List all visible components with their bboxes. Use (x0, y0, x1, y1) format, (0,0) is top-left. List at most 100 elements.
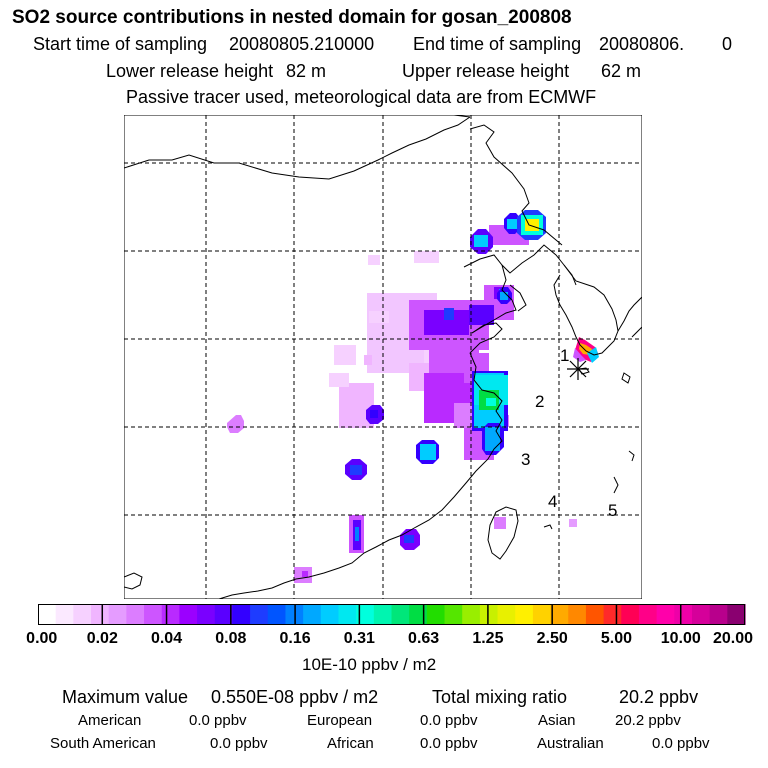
colorbar (38, 604, 746, 625)
plume-high (485, 427, 500, 451)
coastline (487, 506, 519, 560)
colorbar-swatch (638, 604, 658, 625)
plume-spot (507, 219, 517, 229)
region-value: 0.0 ppbv (652, 735, 710, 752)
plume-spot (355, 527, 359, 541)
colorbar-swatch (197, 604, 216, 625)
colorbar-swatch (603, 604, 622, 625)
plume-spot (569, 519, 577, 527)
region-labels: 1 2 3 4 5 (521, 346, 617, 520)
total-mixing-label: Total mixing ratio (432, 687, 568, 707)
plume-spot (420, 444, 436, 460)
colorbar-swatch (38, 604, 57, 625)
grid-layer (124, 115, 642, 599)
region-name: South American (50, 735, 156, 752)
colorbar-swatch (674, 604, 693, 625)
region-label-2: 2 (535, 392, 544, 411)
colorbar-swatch (426, 604, 446, 625)
colorbar-swatch (338, 604, 357, 625)
figure-title: SO2 source contributions in nested domai… (12, 7, 572, 28)
colorbar-swatch (497, 604, 516, 625)
lower-height-label: Lower release height (106, 61, 274, 81)
colorbar-swatch (108, 604, 127, 625)
colorbar-swatch (179, 604, 198, 625)
plume-spot (474, 235, 488, 247)
plume-core (444, 308, 454, 320)
colorbar-swatch (55, 604, 74, 625)
colorbar-swatch (214, 604, 234, 625)
end-time-suffix: 0 (722, 34, 733, 54)
colorbar-swatch (727, 604, 746, 625)
colorbar-swatch (550, 604, 569, 625)
coastline (613, 476, 619, 494)
coastline (124, 572, 143, 590)
colorbar-swatch (479, 604, 499, 625)
region-name: European (307, 712, 373, 729)
colorbar-swatch (320, 604, 340, 625)
colorbar-swatch (144, 604, 163, 625)
upper-height-label: Upper release height (402, 61, 570, 81)
lower-height-value: 82 m (286, 61, 327, 81)
plume-spot (500, 292, 508, 300)
region-name: Australian (537, 735, 604, 752)
end-time-value: 20080806. (599, 34, 685, 54)
coastline (631, 326, 642, 338)
colorbar-tick-label: 1.25 (472, 630, 504, 647)
colorbar-swatch (709, 604, 728, 625)
border-line (453, 115, 471, 118)
colorbar-swatch (373, 604, 393, 625)
colorbar-swatch (656, 604, 675, 625)
colorbar-swatch (391, 604, 410, 625)
coastline (543, 524, 553, 530)
coastline (469, 322, 503, 354)
colorbar-swatch (532, 604, 552, 625)
region-label-5: 5 (608, 501, 617, 520)
colorbar-swatch (303, 604, 322, 625)
colorbar-units: 10E-10 ppbv / m2 (302, 655, 437, 674)
region-value: 0.0 ppbv (189, 712, 247, 729)
border-line (469, 124, 563, 246)
coastline (617, 296, 642, 332)
colorbar-swatch (356, 604, 375, 625)
border-line (124, 116, 471, 180)
colorbar-tick-label: 0.00 (26, 630, 58, 647)
plume-faint (414, 251, 439, 263)
colorbar-swatches (38, 604, 746, 625)
plume-spot (364, 355, 372, 365)
colorbar-swatch (462, 604, 481, 625)
colorbar-swatch (444, 604, 463, 625)
tracer-note: Passive tracer used, meteorological data… (126, 87, 597, 107)
plume-core (454, 403, 474, 428)
coastline (509, 284, 527, 312)
plume-core (469, 305, 494, 325)
plume-korea (573, 348, 586, 362)
plume-spot (302, 571, 308, 577)
colorbar-tick-label: 0.04 (150, 630, 183, 647)
colorbar-tick-label: 2.50 (536, 630, 568, 647)
plume-spot (494, 517, 506, 529)
region-value: 20.2 ppbv (615, 712, 681, 729)
concentration-map: 1 2 3 4 5 (124, 115, 642, 599)
plume-faint (369, 311, 389, 323)
colorbar-swatch (73, 604, 92, 625)
region-name: African (327, 735, 374, 752)
start-time-value: 20080805.210000 (229, 34, 375, 54)
colorbar-swatch (691, 604, 711, 625)
colorbar-swatch (515, 604, 534, 625)
plume-layer (227, 210, 599, 583)
coastlines-layer (124, 115, 642, 599)
plume-spot (525, 219, 539, 231)
coastline (621, 372, 631, 384)
plume-faint (368, 255, 380, 265)
colorbar-swatch (621, 604, 640, 625)
region-label-3: 3 (521, 450, 530, 469)
colorbar-tick-label: 10.00 (660, 630, 701, 647)
coastline (553, 264, 619, 356)
region-label-4: 4 (548, 492, 557, 511)
colorbar-tick-label: 0.63 (408, 630, 440, 647)
receptor-asterisk-icon (567, 358, 589, 380)
coastline (218, 352, 503, 599)
region-name: American (78, 712, 142, 729)
upper-height-value: 62 m (601, 61, 642, 81)
plume-spot (404, 535, 414, 543)
